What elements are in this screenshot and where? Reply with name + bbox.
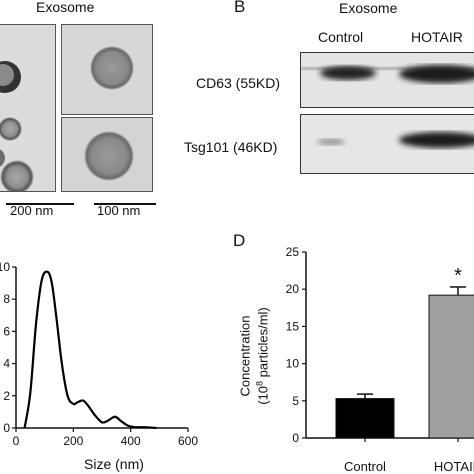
blot-tsg101-bands [301, 115, 474, 173]
chart-d-significance-star: * [454, 265, 462, 287]
em-image-bottom-right-graphic [62, 118, 152, 191]
row-label-tsg101: Tsg101 (46KD) [184, 139, 278, 155]
blot-cd63 [300, 52, 474, 108]
chart-c-ytick-label: 4 [3, 357, 10, 371]
em-image-top-right [61, 24, 153, 115]
em-image-top-right-graphic [62, 25, 152, 114]
panel-d-letter: D [233, 231, 246, 250]
em-image-large-graphic [0, 25, 55, 191]
chart-c-xtick-label: 200 [63, 434, 83, 448]
scalebar-left-label: 200 nm [10, 203, 54, 218]
lane-label-control: Control [318, 29, 364, 45]
em-image-bottom-right [61, 117, 153, 192]
chart-d-ytick-label: 10 [286, 357, 300, 371]
em-image-large [0, 24, 56, 192]
chart-c-xlabel: Size (nm) [84, 456, 144, 472]
chart-d-ytick-label: 25 [286, 245, 300, 259]
chart-d-xtick-label: HOTAIR [434, 459, 474, 474]
chart-c-xtick-label: 600 [178, 434, 198, 448]
chart-d-xtick-label: Control [344, 459, 386, 474]
scalebar-right-line [94, 203, 156, 205]
panel-b-letter: B [234, 0, 246, 16]
chart-c-ytick-label: 8 [3, 292, 10, 306]
chart-d-ytick-label: 15 [286, 319, 300, 333]
scalebar-right-label: 100 nm [97, 203, 141, 218]
chart-c-ytick-label: 2 [3, 389, 10, 403]
lane-label-hotair: HOTAIR [411, 29, 463, 45]
chart-d-bar-control [335, 398, 395, 439]
scalebar-left-line [6, 203, 74, 205]
chart-c-ytick-label: 10 [0, 260, 10, 274]
chart-c-ytick-label: 6 [3, 324, 10, 338]
blot-cd63-bands [301, 53, 474, 107]
chart-d-ytick-label: 5 [292, 394, 299, 408]
blot-tsg101 [300, 114, 474, 174]
concentration-bar-chart: 0 5 10 15 20 25 Control HOTAIR * [286, 245, 474, 474]
chart-c-xtick-label: 400 [121, 434, 141, 448]
chart-c-ytick-label: 0 [3, 421, 10, 435]
chart-d-bar-hotair [428, 294, 474, 439]
size-distribution-chart: 0 2 4 6 8 10 0 200 400 600 [0, 260, 198, 448]
panel-b-title: Exosome [339, 0, 398, 16]
chart-c-series-line [23, 270, 157, 430]
chart-d-ytick-label: 0 [292, 431, 299, 445]
row-label-cd63: CD63 (55KD) [196, 75, 281, 91]
chart-d-ylabel-line2: (108 particles/ml) [254, 307, 271, 405]
chart-d-ylabel-line1: Concentration [237, 315, 253, 397]
panel-a-title: Exosome [36, 0, 95, 15]
chart-d-ytick-label: 20 [286, 282, 300, 296]
chart-c-xtick-label: 0 [13, 434, 20, 448]
